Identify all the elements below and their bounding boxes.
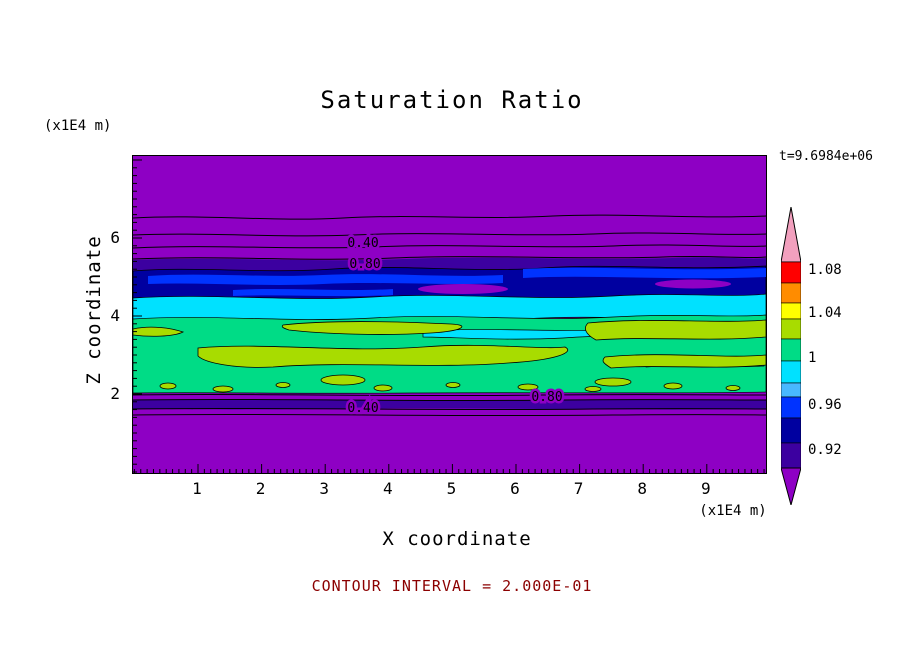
contour-plot: 0.40 0.80 0.80 0.40 xyxy=(133,156,766,473)
blue-streak xyxy=(523,267,766,279)
purple-patch xyxy=(418,284,508,294)
x-tick-label: 4 xyxy=(382,479,393,498)
contour-line xyxy=(133,255,766,260)
time-annotation: t=9.6984e+06 xyxy=(779,149,873,164)
colorbar xyxy=(781,207,801,505)
x-tick-label: 8 xyxy=(637,479,648,498)
x-tick-label: 2 xyxy=(255,479,266,498)
y-axis-ticks xyxy=(133,159,142,473)
contour-label: 0.80 xyxy=(349,257,380,272)
y-tick-label: 6 xyxy=(110,228,120,247)
y-axis-unit: (x1E4 m) xyxy=(44,118,112,134)
colorbar-tick-label: 1.04 xyxy=(808,305,842,321)
x-tick-label: 5 xyxy=(446,479,457,498)
plot-area: 0.40 0.80 0.80 0.40 xyxy=(132,155,767,474)
contour-line xyxy=(133,413,766,417)
contour-line xyxy=(133,244,766,249)
x-tick-label: 1 xyxy=(192,479,202,498)
indigo-strip xyxy=(133,399,766,410)
yellow-green-lens xyxy=(133,326,185,337)
z-axis-label: Z coordinate xyxy=(83,235,105,385)
x-tick-label: 9 xyxy=(700,479,711,498)
yellow-green-lens xyxy=(281,321,463,335)
x-axis-label: X coordinate xyxy=(382,528,532,550)
yellow-green-lens xyxy=(585,319,766,341)
indigo-strip xyxy=(133,257,766,274)
blue-streak xyxy=(148,274,503,285)
blue-streak xyxy=(233,289,393,297)
contour-label: 0.40 xyxy=(347,401,378,416)
speckle-row xyxy=(159,382,741,393)
x-tick-label: 3 xyxy=(319,479,330,498)
contour-line xyxy=(133,393,766,397)
contour-line xyxy=(133,398,766,402)
contour-line xyxy=(133,407,766,411)
y-tick-label: 4 xyxy=(110,306,120,325)
yellow-green-lens xyxy=(602,354,766,369)
yellow-green-lens xyxy=(197,344,569,368)
x-tick-label: 7 xyxy=(573,479,584,498)
yellow-green-lens xyxy=(320,374,366,386)
page-title: Saturation Ratio xyxy=(320,86,584,114)
contour-line xyxy=(133,214,766,220)
colorbar-tick-label: 1 xyxy=(808,350,817,366)
colorbar-tick-label: 1.08 xyxy=(808,262,842,278)
x-tick-label: 6 xyxy=(510,479,520,498)
contour-interval-caption: CONTOUR INTERVAL = 2.000E-01 xyxy=(311,577,593,595)
contour-label: 0.80 xyxy=(531,390,562,405)
contour-line xyxy=(133,232,766,237)
colorbar-tick-label: 0.92 xyxy=(808,442,842,458)
x-axis-unit: (x1E4 m) xyxy=(699,503,767,519)
colorbar-tick-label: 0.96 xyxy=(808,397,842,413)
x-axis-ticks xyxy=(133,464,765,473)
y-tick-label: 2 xyxy=(110,384,120,403)
contour-label: 0.40 xyxy=(347,236,378,251)
yellow-green-lens xyxy=(594,377,632,387)
purple-patch xyxy=(655,279,731,289)
